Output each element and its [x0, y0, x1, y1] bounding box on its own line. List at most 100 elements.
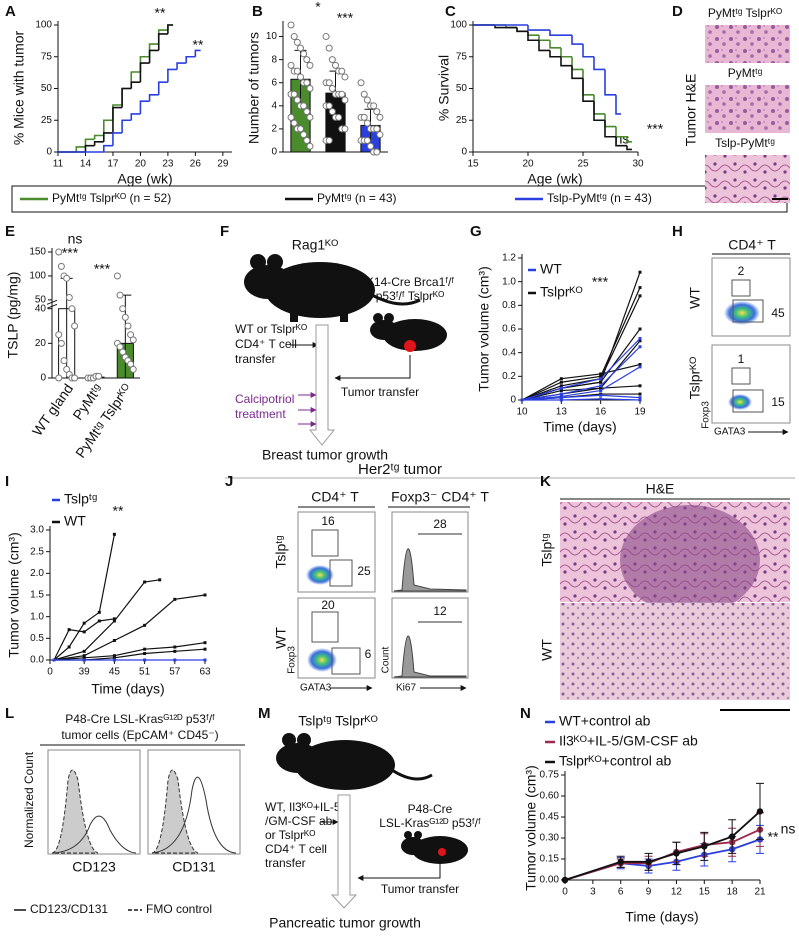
data-point	[297, 125, 304, 133]
y-tick-label: 4	[271, 100, 277, 111]
mouse-label: Tslpᵗᵍ Tslprᴷᴼ	[298, 713, 378, 729]
y-tick-label: 0	[46, 147, 52, 158]
donor-mouse-icon	[370, 313, 447, 352]
data-point	[322, 33, 330, 41]
growth-arrow	[330, 794, 358, 909]
series-line	[53, 642, 206, 661]
y-tick-label: 100	[35, 20, 52, 31]
transfer-label: transfer	[235, 352, 276, 366]
x-tick-label: 13	[556, 407, 568, 418]
y-tick-label: 0.8	[502, 300, 516, 311]
step-segment	[626, 136, 632, 143]
annotation: ns	[68, 231, 83, 247]
series-line	[521, 340, 641, 401]
y-axis-label: Tumor volume (cm³)	[6, 532, 22, 658]
data-point	[129, 336, 137, 344]
x-tick-label: 0	[562, 887, 568, 898]
annotation: ns	[615, 131, 630, 147]
axis-label: GATA3	[714, 427, 746, 438]
data-point	[293, 38, 301, 46]
transfer-label: CD4⁺ T cell	[265, 842, 327, 856]
data-point	[119, 305, 127, 313]
data-point	[173, 645, 177, 649]
y-axis-label: Tumor volume (cm³)	[523, 765, 539, 891]
data-point	[143, 658, 147, 662]
data-point	[673, 850, 680, 857]
y-tick-label: 25	[456, 115, 468, 126]
y-axis-label: TSLP (pg/mg)	[5, 272, 21, 359]
section-title: Her2ᵗᵍ tumor	[358, 461, 442, 478]
data-point	[63, 274, 71, 282]
data-point	[376, 113, 384, 121]
step-segment	[93, 141, 104, 146]
data-point	[328, 56, 336, 64]
data-point	[306, 85, 314, 92]
step-segment	[84, 144, 95, 152]
data-point	[82, 654, 86, 658]
gate-value: 28	[433, 517, 447, 531]
data-point	[300, 131, 308, 139]
arrow	[357, 864, 441, 881]
series-line	[521, 338, 641, 401]
transfer-label: CD4⁺ T cell	[235, 337, 297, 351]
plot-title: P48-Cre LSL-Krasᴳ¹²ᴰ p53ᶠ/ᶠ	[65, 712, 215, 726]
series-line	[521, 394, 641, 401]
axis-label: CD131	[172, 859, 216, 875]
x-tick-label: 57	[169, 667, 181, 678]
step-segment	[571, 35, 583, 45]
x-tick-label: 19	[634, 407, 646, 418]
step-segment	[167, 24, 174, 34]
step-segment	[571, 56, 583, 71]
annotation: **	[193, 37, 204, 53]
data-point	[599, 384, 603, 388]
data-point	[129, 365, 137, 373]
series-line	[521, 363, 641, 401]
x-tick-label: 51	[139, 667, 151, 678]
step-segment	[157, 33, 168, 51]
x-tick-label: 15	[699, 887, 711, 898]
step-segment	[148, 94, 159, 102]
data-point	[335, 113, 343, 121]
histology-detail	[620, 505, 760, 615]
data-point	[325, 102, 333, 110]
histology-image	[705, 25, 790, 63]
data-point	[360, 90, 368, 98]
panel-label: L	[5, 705, 14, 722]
step-segment	[194, 49, 201, 57]
data-point	[57, 262, 65, 270]
step-segment	[112, 106, 123, 133]
side-label: Tumor H&E	[683, 74, 699, 147]
data-point	[559, 386, 563, 390]
x-tick-label: 0	[47, 667, 53, 678]
flow-plot	[711, 257, 791, 424]
axis-label: Normalized Count	[22, 751, 36, 848]
data-point	[559, 398, 563, 402]
gate-value: 16	[321, 514, 335, 528]
data-point	[599, 374, 603, 378]
y-tick-label: 1.0	[502, 276, 516, 287]
y-tick-label: 50	[35, 295, 47, 306]
step-segment	[615, 94, 621, 115]
treatment-label: Calcipotriol	[235, 392, 294, 406]
legend-label: Tslpᵗᵍ	[64, 491, 97, 507]
y-tick-label: 100	[29, 271, 46, 282]
data-point	[112, 656, 116, 660]
data-point	[341, 96, 349, 104]
annotation: ***	[647, 121, 664, 137]
data-point	[363, 119, 371, 127]
y-tick-label: 10	[266, 31, 278, 42]
data-point	[559, 392, 563, 396]
step-segment	[112, 132, 123, 146]
step-segment	[593, 101, 605, 122]
flow-plot	[297, 511, 376, 679]
data-point	[300, 50, 308, 58]
x-tick-label: 11	[53, 159, 64, 170]
data-point	[638, 339, 642, 343]
data-point	[97, 619, 101, 623]
data-point	[82, 649, 86, 653]
data-point	[116, 291, 124, 299]
step-segment	[604, 69, 616, 96]
y-tick-label: 1.5	[30, 590, 44, 601]
data-point	[71, 322, 79, 330]
treatment-label: treatment	[235, 407, 286, 421]
